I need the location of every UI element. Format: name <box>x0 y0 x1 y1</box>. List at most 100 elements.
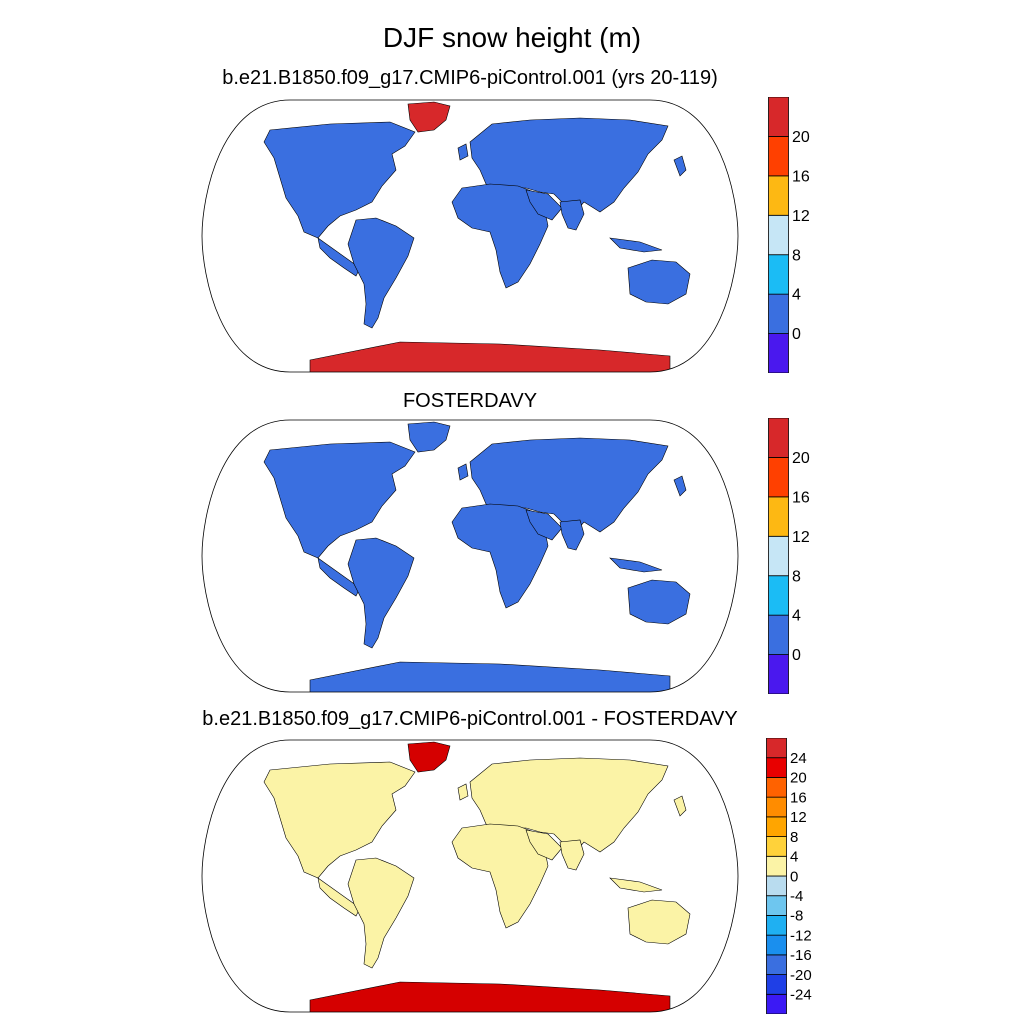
colorbar-label: -8 <box>790 908 803 925</box>
colorbar-swatch <box>768 97 789 137</box>
colorbar-label: 20 <box>792 450 810 467</box>
colorbar-swatch <box>768 418 789 458</box>
colorbar-swatch <box>766 855 787 877</box>
colorbar-label: -16 <box>790 947 812 964</box>
uk-land <box>457 463 469 481</box>
north-america-land <box>263 441 416 559</box>
australia-land <box>627 579 691 625</box>
colorbar-swatch <box>766 934 787 956</box>
colorbar-swatch <box>768 654 789 694</box>
colorbar-label: 12 <box>792 208 810 225</box>
map-panel-3 <box>201 739 739 1013</box>
antarctica-land <box>309 661 671 692</box>
indonesia-land <box>609 557 663 573</box>
colorbar-label: 16 <box>792 489 810 506</box>
colorbar-swatch <box>766 816 787 837</box>
colorbar-label: -4 <box>790 888 803 905</box>
colorbar-label: -20 <box>790 967 812 984</box>
greenland-land <box>407 421 451 453</box>
uk-land <box>457 783 469 801</box>
africa-land <box>451 503 549 609</box>
india-land <box>559 519 585 551</box>
arabia-land <box>525 189 563 221</box>
colorbar-label: 8 <box>792 247 801 264</box>
colorbar-3: -24 -20 -16 -12 -8 -4 0 4 8 12 16 20 24 <box>766 738 826 1014</box>
colorbar-label: 8 <box>790 829 798 846</box>
south-america-land <box>347 857 415 969</box>
main-title: DJF snow height (m) <box>382 22 642 53</box>
antarctica-land <box>309 341 671 372</box>
india-land <box>559 199 585 231</box>
colorbar-swatch <box>766 974 787 995</box>
colorbar-swatch <box>768 496 789 537</box>
japan-land <box>673 155 687 177</box>
colorbar-swatch <box>768 175 789 216</box>
australia-land <box>627 899 691 945</box>
japan-land <box>673 475 687 497</box>
colorbar-label: 16 <box>792 168 810 185</box>
colorbar-swatch <box>766 875 787 897</box>
australia-land <box>627 259 691 305</box>
greenland-land <box>407 101 451 133</box>
colorbar-swatch <box>768 254 789 295</box>
japan-land <box>673 795 687 817</box>
antarctica-land <box>309 981 671 1012</box>
africa-land <box>451 183 549 289</box>
africa-land <box>451 823 549 929</box>
colorbar-label: 0 <box>790 868 798 885</box>
colorbar-label: 4 <box>792 287 801 304</box>
colorbar-swatch <box>768 457 789 498</box>
panel-title-2: FOSTERDAVY <box>402 390 538 412</box>
colorbar-label: -24 <box>790 987 812 1004</box>
colorbar-swatch <box>766 757 787 778</box>
globe-border <box>201 419 739 693</box>
colorbar-swatch <box>766 915 787 936</box>
colorbar-swatch <box>766 993 787 1014</box>
map-panel-2 <box>201 419 739 693</box>
colorbar-swatch <box>766 836 787 857</box>
colorbar-label: 20 <box>792 129 810 146</box>
colorbar-label: 16 <box>790 789 807 806</box>
colorbar-1: 0 4 8 12 16 20 <box>768 97 828 373</box>
colorbar-swatch <box>766 777 787 798</box>
indonesia-land <box>609 877 663 893</box>
colorbar-swatch <box>768 136 789 177</box>
colorbar-swatch <box>768 214 789 256</box>
central-america-land <box>317 877 361 917</box>
colorbar-swatch <box>768 333 789 373</box>
colorbar-swatch <box>766 796 787 818</box>
colorbar-swatch <box>768 614 789 655</box>
greenland-land <box>407 741 451 773</box>
colorbar-label: 0 <box>792 326 801 343</box>
colorbar-label: 12 <box>792 529 810 546</box>
colorbar-label: 12 <box>790 809 807 826</box>
india-land <box>559 839 585 871</box>
map-panel-1 <box>201 99 739 373</box>
globe-border <box>201 99 739 373</box>
north-america-land <box>263 121 416 239</box>
arabia-land <box>525 829 563 861</box>
colorbar-swatch <box>766 738 787 759</box>
colorbar-label: 24 <box>790 750 807 767</box>
globe-border <box>201 739 739 1013</box>
colorbar-2: 0 4 8 12 16 20 <box>768 418 828 694</box>
indonesia-land <box>609 237 663 253</box>
arabia-land <box>525 509 563 541</box>
central-america-land <box>317 557 361 597</box>
colorbar-swatch <box>766 954 787 975</box>
uk-land <box>457 143 469 161</box>
colorbar-label: 8 <box>792 568 801 585</box>
colorbar-swatch <box>768 293 789 334</box>
south-america-land <box>347 217 415 329</box>
central-america-land <box>317 237 361 277</box>
panel-title-1: b.e21.B1850.f09_g17.CMIP6-piControl.001 … <box>222 67 718 89</box>
colorbar-label: 4 <box>792 608 801 625</box>
colorbar-label: 4 <box>790 849 798 866</box>
colorbar-swatch <box>768 535 789 577</box>
panel-title-3: b.e21.B1850.f09_g17.CMIP6-piControl.001 … <box>202 708 738 730</box>
colorbar-label: 0 <box>792 647 801 664</box>
south-america-land <box>347 537 415 649</box>
colorbar-swatch <box>766 895 787 916</box>
colorbar-label: 20 <box>790 770 807 787</box>
colorbar-swatch <box>768 575 789 616</box>
